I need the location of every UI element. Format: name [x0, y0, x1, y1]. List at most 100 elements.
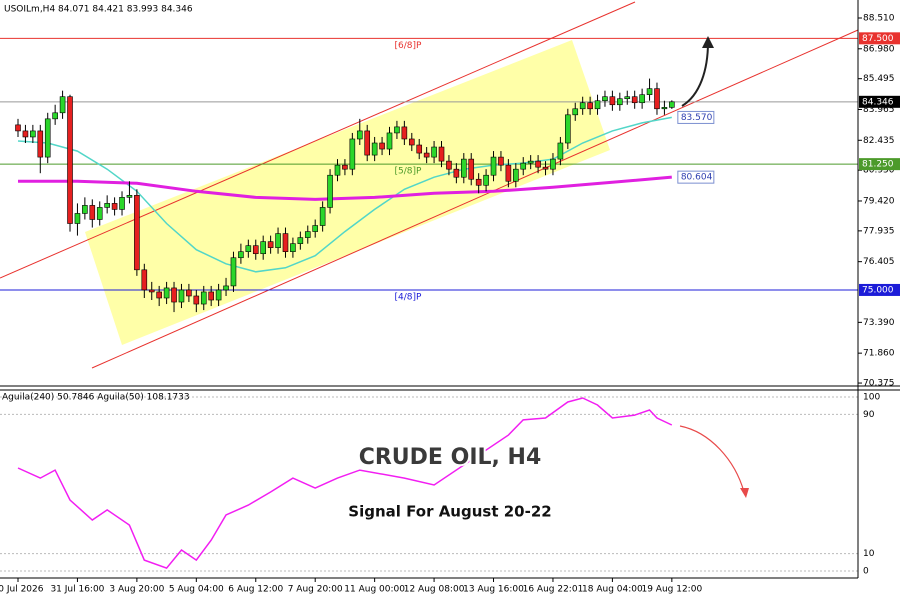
- candle-body: [252, 245, 259, 255]
- candle-body: [275, 233, 281, 248]
- candle-body: [156, 291, 162, 299]
- arrow-head: [702, 36, 714, 48]
- candle-body: [460, 158, 467, 178]
- level-label-box: [859, 283, 900, 296]
- candle-body: [282, 233, 289, 253]
- candle-body: [624, 96, 631, 100]
- candle-body: [52, 112, 58, 120]
- candle-body: [617, 98, 623, 106]
- level-label-box: [859, 95, 900, 108]
- x-tick-label: 30 Jul 2026: [0, 585, 44, 595]
- x-tick-label: 3 Aug 20:00: [109, 585, 164, 595]
- candle-body: [475, 178, 482, 186]
- level-name: [6/8]P: [395, 41, 423, 51]
- indicator-title: Aguila(240) 50.7846 Aguila(50) 108.1733: [2, 393, 190, 403]
- candle-body: [89, 205, 96, 220]
- y-tick-label: 79.420: [863, 196, 895, 206]
- plot: 88.510 86.980 85.495 83.965 82.435 80.950 79.4…: [0, 13, 900, 595]
- candle-body: [290, 243, 296, 253]
- x-tick-label: 7 Aug 20:00: [288, 585, 343, 595]
- candle-body: [30, 130, 36, 138]
- candle-body: [186, 289, 192, 297]
- candle-body: [639, 94, 645, 104]
- candle-body: [669, 101, 675, 108]
- candle-body: [631, 96, 638, 104]
- x-tick-label: 5 Aug 04:00: [169, 585, 224, 595]
- candle-body: [342, 164, 348, 170]
- annotation: Signal For August 20-22: [348, 503, 551, 521]
- candle-body: [505, 164, 512, 182]
- candle-body: [490, 156, 497, 176]
- candle-body: [379, 142, 385, 150]
- candle-body: [423, 152, 430, 158]
- chart-title: USOILm,H4 84.071 84.421 83.993 84.346: [4, 5, 193, 15]
- line-series: [17, 397, 673, 569]
- y-tick-label: 77.935: [863, 226, 895, 236]
- candle-body: [96, 207, 103, 220]
- candle-body: [304, 231, 311, 238]
- candle-body: [572, 108, 579, 116]
- x-tick-label: 13 Aug 16:00: [463, 585, 524, 595]
- candle-body: [37, 130, 44, 158]
- candle-body: [356, 130, 363, 140]
- channel-upper: [0, 1, 636, 279]
- candle-body: [82, 205, 88, 214]
- candle-body: [349, 138, 356, 170]
- candle-body: [401, 126, 408, 140]
- candle-body: [104, 203, 110, 208]
- candle-body: [646, 88, 653, 95]
- candle-body: [297, 237, 304, 244]
- level-name: [5/8]P: [395, 167, 423, 177]
- candle-body: [661, 107, 668, 110]
- end-label-box: [677, 170, 715, 184]
- end-label: 83.570: [681, 113, 713, 123]
- candle-body: [579, 102, 586, 110]
- candle-body: [319, 207, 326, 226]
- y-tick-label: 100: [863, 392, 880, 402]
- level-label: 87.500: [862, 34, 894, 44]
- level-label: 81.250: [862, 160, 894, 170]
- candle-body: [141, 269, 148, 291]
- candle-body: [431, 146, 437, 158]
- annotation: CRUDE OIL, H4: [359, 445, 542, 470]
- candle-body: [587, 102, 593, 110]
- x-tick-label: 12 Aug 08:00: [404, 585, 465, 595]
- y-tick-label: 10: [863, 549, 875, 559]
- candle-body: [163, 287, 170, 299]
- candle-body: [111, 203, 118, 210]
- candle-body: [557, 142, 564, 160]
- candle-body: [527, 160, 534, 164]
- y-tick-label: 82.435: [863, 136, 895, 146]
- x-tick-label: 6 Aug 12:00: [228, 585, 283, 595]
- y-tick-label: 86.980: [863, 44, 895, 54]
- candle-body: [453, 168, 460, 178]
- candle-body: [230, 257, 237, 287]
- candle-body: [609, 96, 616, 106]
- x-tick-label: 19 Aug 12:00: [641, 585, 702, 595]
- candle-body: [245, 245, 252, 253]
- level-label: 75.000: [862, 285, 894, 295]
- candle-body: [44, 118, 51, 158]
- candle-body: [215, 289, 222, 301]
- y-tick-label: 70.375: [863, 379, 895, 389]
- candle-body: [498, 156, 504, 166]
- candle-body: [550, 158, 556, 170]
- level-label: 84.346: [862, 97, 894, 107]
- candle-body: [223, 285, 229, 291]
- y-tick-label: 85.495: [863, 74, 895, 84]
- candle-body: [364, 130, 371, 156]
- candle-body: [468, 158, 475, 180]
- candle-body: [67, 96, 73, 224]
- end-label-box: [677, 110, 715, 124]
- candle-body: [602, 96, 608, 102]
- candle-body: [513, 168, 519, 182]
- candle-body: [371, 142, 378, 156]
- candle-body: [535, 160, 541, 168]
- candle-body: [438, 146, 445, 162]
- candle-body: [119, 197, 125, 210]
- candle-body: [208, 291, 214, 301]
- highlight-zone: [85, 40, 610, 345]
- candle-body: [267, 241, 274, 248]
- candle-body: [520, 162, 527, 170]
